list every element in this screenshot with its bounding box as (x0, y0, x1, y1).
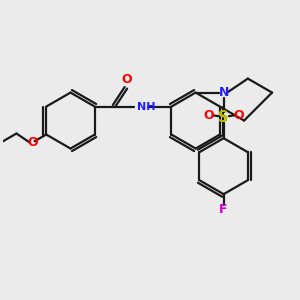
Text: O: O (27, 136, 38, 149)
Text: F: F (219, 203, 228, 216)
Text: S: S (218, 110, 229, 125)
Text: O: O (203, 109, 214, 122)
Text: O: O (234, 109, 244, 122)
Text: N: N (218, 86, 229, 99)
Text: NH: NH (137, 102, 156, 112)
Text: O: O (122, 73, 132, 86)
